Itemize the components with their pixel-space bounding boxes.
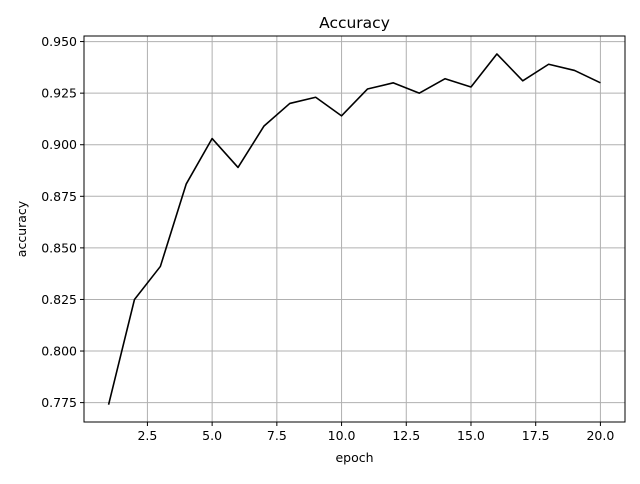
x-tick-label: 15.0 (457, 428, 485, 443)
chart-title: Accuracy (319, 14, 390, 32)
y-tick-label: 0.875 (41, 189, 77, 204)
y-tick-label: 0.900 (41, 137, 77, 152)
accuracy-series-line (107, 53, 601, 405)
x-axis-label: epoch (335, 450, 373, 465)
series-layer (107, 53, 601, 405)
y-tick-label: 0.850 (41, 240, 77, 255)
y-axis-label: accuracy (14, 200, 29, 257)
x-tick-label: 17.5 (522, 428, 550, 443)
x-axis-ticks: 2.5 5.0 7.5 10.0 12.5 15.0 17.5 20.0 (137, 422, 614, 443)
x-tick-label: 5.0 (202, 428, 222, 443)
x-tick-label: 20.0 (586, 428, 614, 443)
y-tick-label: 0.825 (41, 292, 77, 307)
y-tick-label: 0.925 (41, 86, 77, 101)
y-tick-label: 0.950 (41, 34, 77, 49)
grid (84, 36, 625, 422)
x-tick-label: 10.0 (328, 428, 356, 443)
y-tick-label: 0.800 (41, 344, 77, 359)
plot-frame (83, 35, 626, 423)
y-axis-ticks: 0.775 0.800 0.825 0.850 0.875 0.900 0.925 0.950 (41, 34, 84, 410)
x-tick-label: 7.5 (267, 428, 287, 443)
x-tick-label: 2.5 (137, 428, 157, 443)
y-tick-label: 0.775 (41, 395, 77, 410)
x-tick-label: 12.5 (392, 428, 420, 443)
